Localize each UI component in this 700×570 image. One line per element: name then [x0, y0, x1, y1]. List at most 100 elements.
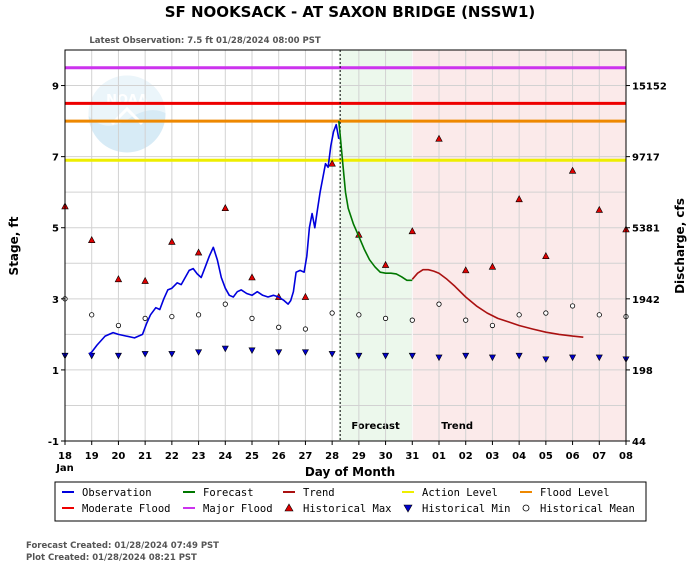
- series-observation: [88, 123, 340, 355]
- historical-min-point: [382, 352, 390, 360]
- zone-label-trend: Trend: [441, 421, 473, 432]
- historical-min-point: [248, 347, 256, 354]
- x-tick-label: 04: [512, 451, 526, 462]
- historical-min-point: [488, 354, 496, 362]
- x-tick-label: 23: [192, 451, 206, 462]
- latest-observation: Latest Observation: 7.5 ft 01/28/2024 08…: [89, 36, 320, 46]
- grid-lines: [65, 50, 626, 441]
- chart-title: SF NOOKSACK - AT SAXON BRIDGE (NSSW1): [165, 3, 536, 21]
- legend: Observation Forecast Trend Action Level Floo…: [54, 481, 647, 522]
- right-tick-label: 9717: [632, 153, 660, 164]
- historical-min-point: [195, 349, 203, 356]
- y-tick-label: 3: [52, 295, 59, 306]
- y-axis-label: Stage, ft: [7, 216, 21, 275]
- historical-mean-point: [382, 315, 389, 321]
- historical-mean-point: [463, 317, 469, 323]
- historical-mean-point: [222, 301, 228, 307]
- x-tick-label: 03: [485, 451, 499, 462]
- historical-mean-point: [596, 312, 602, 318]
- x-tick-label: 20: [111, 451, 125, 462]
- forecast-trend-zones: Forecast Trend: [338, 50, 626, 441]
- historical-max-point: [248, 273, 256, 281]
- historical-mean-point: [489, 322, 496, 329]
- historical-max-point: [221, 204, 229, 211]
- historical-min-point: [569, 354, 577, 362]
- historical-min-point: [88, 352, 96, 360]
- historical-min-point: [301, 349, 309, 356]
- historical-min-point: [328, 351, 336, 358]
- y-axis-ticks: -1 1 3 5 7 9: [48, 82, 65, 448]
- historical-mean-point: [276, 324, 282, 330]
- data-series: [88, 121, 584, 355]
- historical-max-point: [381, 260, 390, 268]
- historical-max-point: [328, 159, 336, 167]
- y-tick-label: 7: [52, 153, 59, 164]
- x-tick-label: 26: [272, 451, 286, 462]
- series-forecast: [338, 121, 413, 282]
- historical-min-point: [462, 352, 470, 360]
- historical-markers: [61, 134, 630, 363]
- legend-action-level-label: Action Level: [422, 487, 498, 499]
- historical-mean-point: [356, 312, 362, 318]
- x-tick-label: 07: [592, 451, 606, 462]
- x-month-label: Jan: [55, 463, 74, 474]
- right-tick-label: 15152: [632, 82, 667, 93]
- right-axis-ticks: 15152 9717 5381 1942 198 44: [626, 82, 667, 448]
- x-axis-label: Day of Month: [305, 465, 395, 479]
- historical-max-point: [488, 262, 497, 270]
- historical-min-point: [221, 345, 229, 353]
- series-trend: [411, 268, 584, 338]
- x-tick-label: 19: [85, 451, 99, 462]
- historical-min-point: [141, 351, 149, 358]
- y-tick-label: -1: [48, 437, 59, 448]
- legend-trend-label: Trend: [303, 487, 335, 499]
- historical-max-point: [141, 276, 149, 284]
- historical-mean-point: [302, 326, 309, 332]
- x-tick-label: 22: [165, 451, 179, 462]
- x-tick-label: 24: [218, 451, 232, 462]
- historical-mean-point: [195, 312, 202, 318]
- historical-mean-point: [409, 317, 415, 323]
- right-axis-label: Discharge, cfs: [673, 198, 687, 294]
- historical-min-point: [515, 352, 523, 360]
- historical-min-point: [275, 349, 283, 356]
- x-tick-label: 08: [619, 451, 633, 462]
- legend-historical-max-label: Historical Max: [303, 503, 392, 515]
- plot-frame: [64, 49, 627, 442]
- historical-mean-point: [249, 315, 255, 321]
- historical-min-point: [355, 352, 363, 360]
- y-tick-label: 1: [52, 366, 59, 377]
- zone-label-forecast: Forecast: [351, 421, 400, 432]
- historical-min-point: [168, 351, 176, 358]
- historical-max-point: [462, 266, 470, 274]
- historical-mean-point: [329, 310, 335, 316]
- x-tick-label: 31: [405, 451, 419, 462]
- legend-historical-mean-swatch: [522, 504, 530, 512]
- x-tick-label: 06: [566, 451, 580, 462]
- legend-historical-max-swatch: [284, 503, 294, 512]
- legend-moderate-flood-label: Moderate Flood: [82, 503, 171, 515]
- historical-mean-point: [169, 313, 175, 320]
- x-tick-label: 29: [352, 451, 366, 462]
- historical-max-point: [168, 237, 176, 245]
- y-tick-label: 9: [52, 82, 59, 93]
- historical-min-point: [595, 354, 603, 362]
- forecast-created: Forecast Created: 01/28/2024 07:49 PST: [26, 541, 219, 551]
- historical-mean-point: [516, 312, 522, 318]
- zone-forecast: [338, 50, 413, 441]
- historical-mean-point: [569, 303, 576, 309]
- x-tick-label: 28: [325, 451, 339, 462]
- x-tick-label: 25: [245, 451, 259, 462]
- historical-max-point: [595, 205, 603, 213]
- x-tick-label: 21: [138, 451, 152, 462]
- historical-max-point: [542, 252, 550, 259]
- x-tick-label: 01: [432, 451, 446, 462]
- right-tick-label: 5381: [632, 224, 660, 235]
- legend-historical-min-swatch: [403, 504, 413, 513]
- historical-max-point: [515, 195, 523, 203]
- historical-min-point: [542, 356, 550, 363]
- historical-mean-point: [89, 312, 95, 318]
- historical-max-point: [408, 227, 416, 235]
- historical-min-point: [408, 352, 416, 360]
